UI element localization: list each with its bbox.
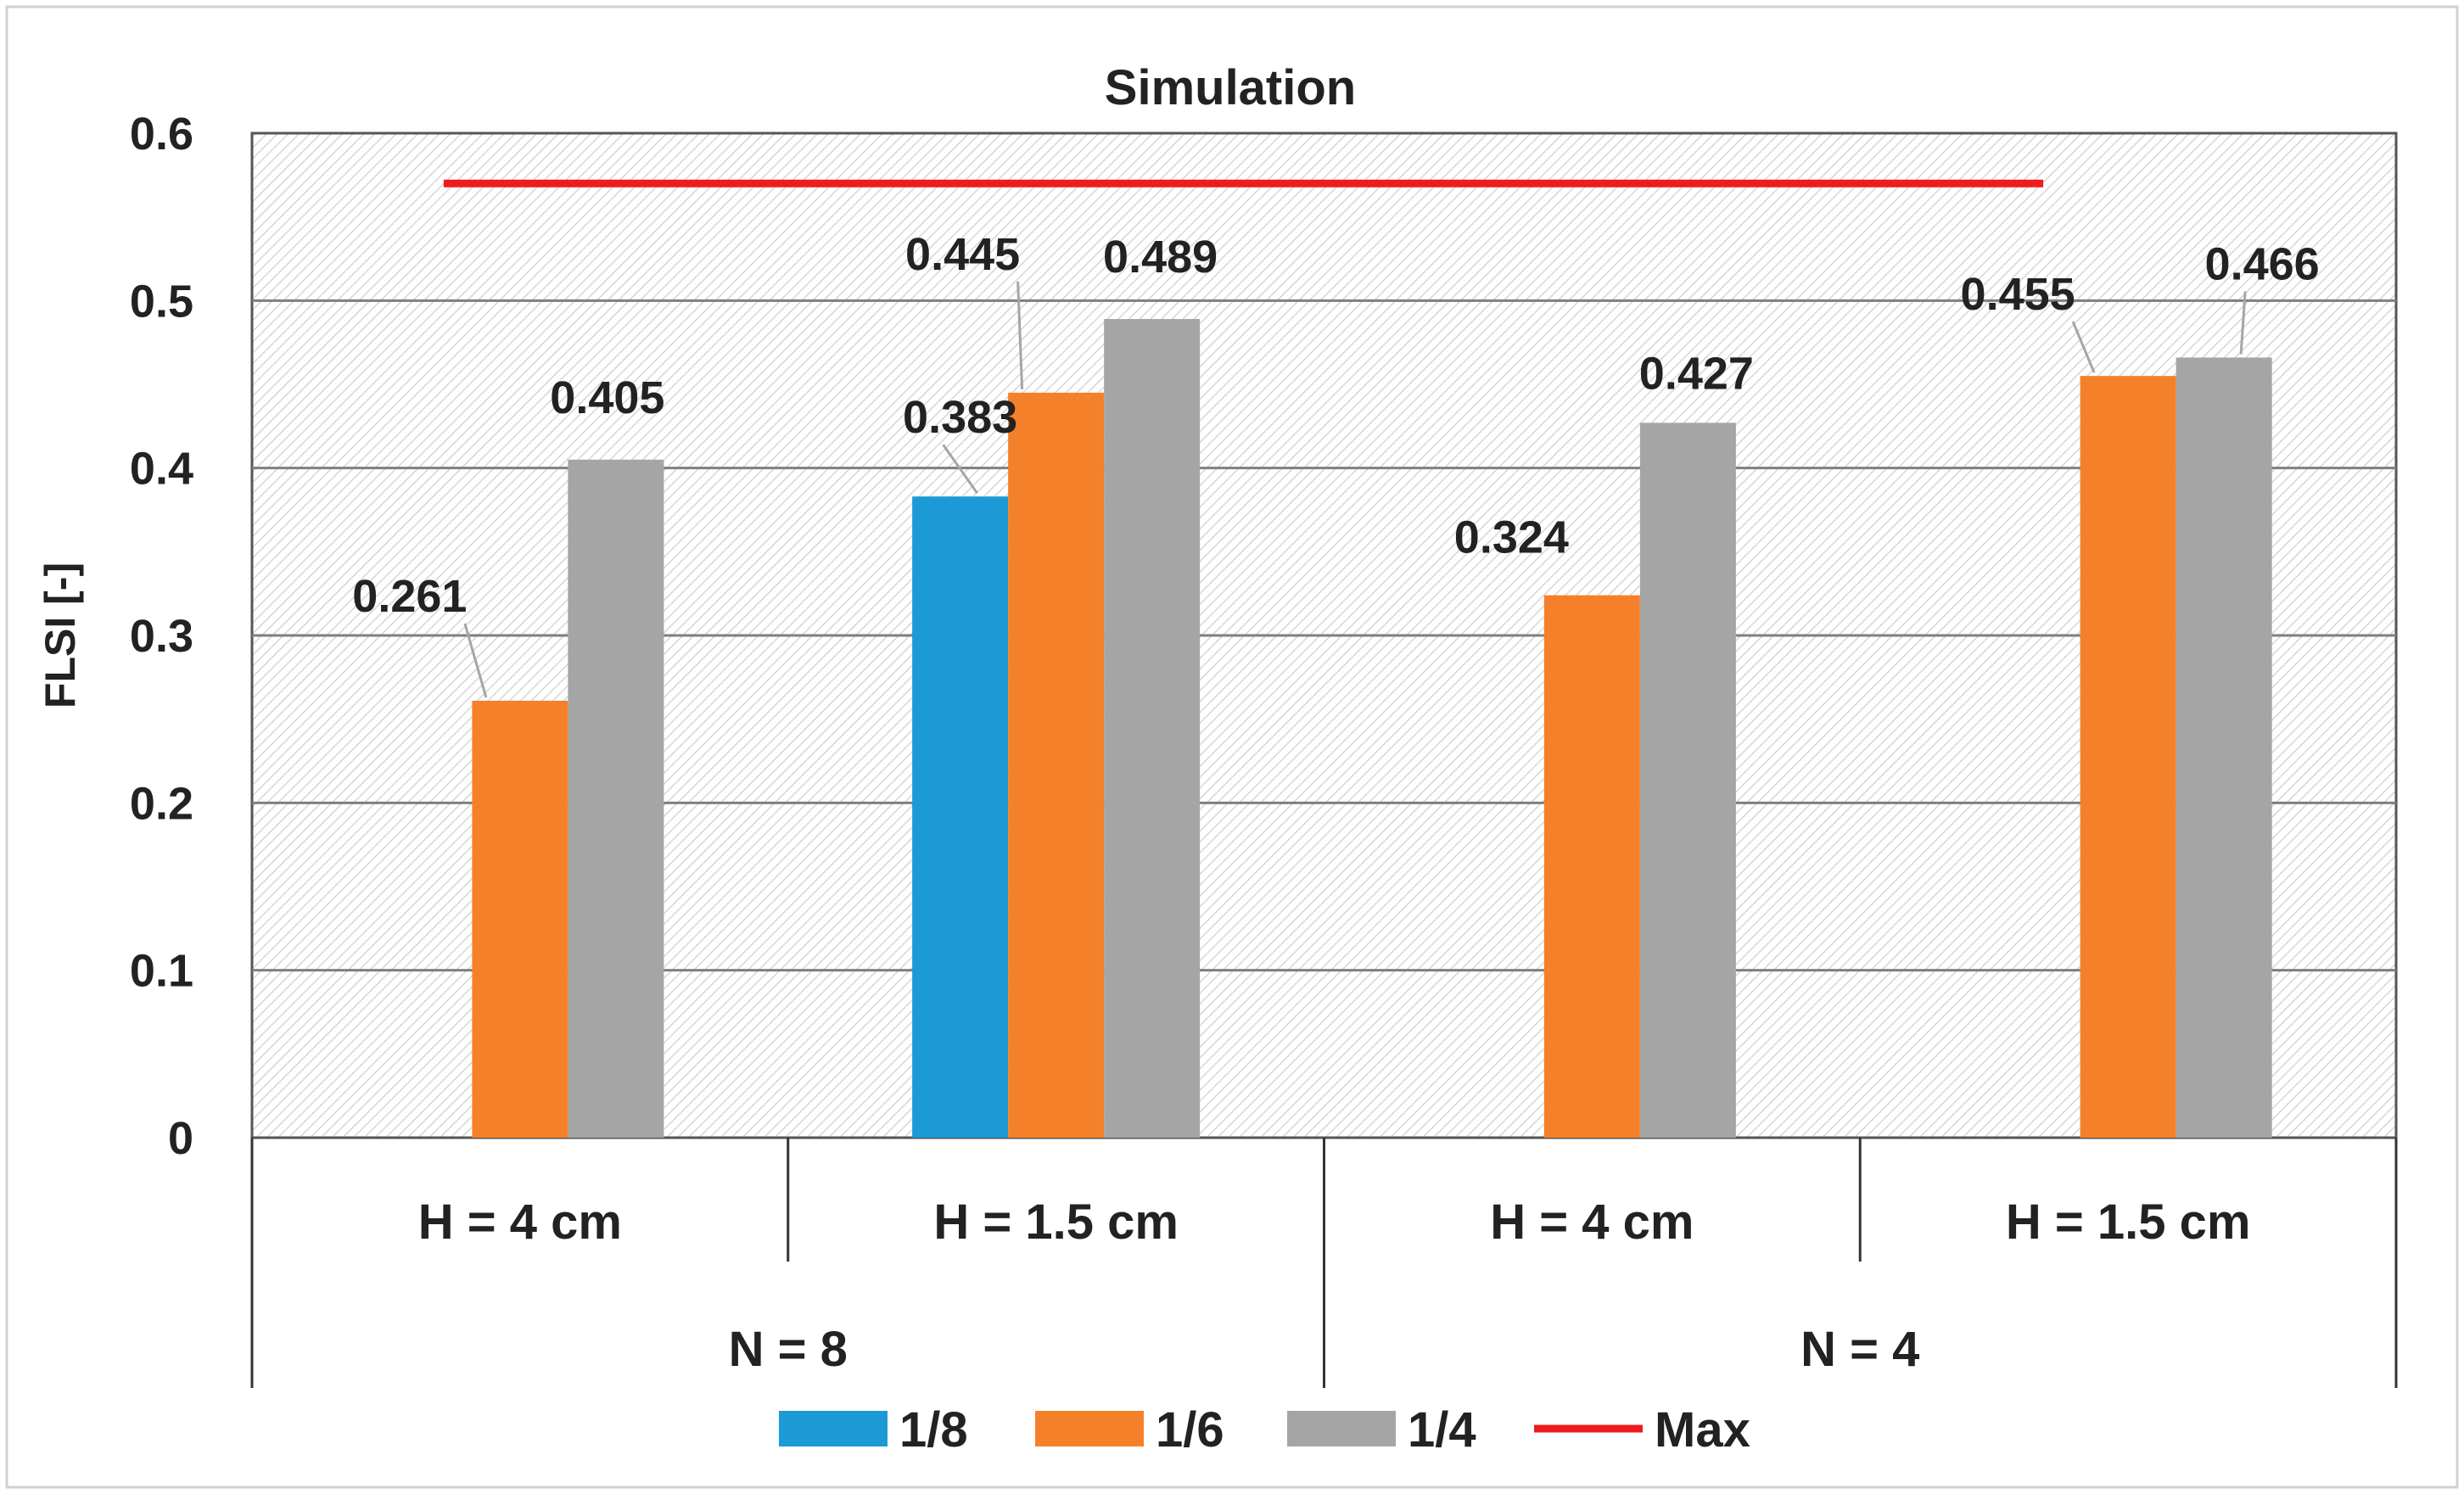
data-label: 0.427	[1639, 348, 1754, 399]
data-label: 0.455	[1961, 269, 2075, 320]
legend-label: Max	[1655, 1402, 1750, 1458]
data-label: 0.261	[352, 571, 467, 622]
leader-line	[1016, 281, 1024, 389]
bar-1-4	[1639, 422, 1736, 1138]
y-tick-label: 0	[168, 1113, 193, 1164]
chart-title: Simulation	[1105, 60, 1356, 115]
x-tick-label: H = 1.5 cm	[933, 1195, 1179, 1250]
bar-1-6	[472, 700, 568, 1138]
data-label: 0.324	[1454, 512, 1569, 563]
x-tick-label: H = 4 cm	[418, 1195, 622, 1250]
y-tick-label: 0.3	[130, 611, 193, 662]
leader-line	[2239, 291, 2247, 355]
legend-label: 1/4	[1408, 1402, 1476, 1458]
leader-line	[942, 444, 978, 495]
bars	[472, 319, 2272, 1139]
legend-swatch	[1287, 1411, 1396, 1446]
x-tick-label: H = 1.5 cm	[2006, 1195, 2251, 1250]
y-axis-ticks: 0 0.1 0.2 0.3 0.4 0.5 0.6	[130, 109, 193, 1164]
group-label: N = 8	[729, 1322, 848, 1377]
bar-1-4	[568, 459, 664, 1138]
legend-swatch	[779, 1411, 888, 1446]
data-label: 0.489	[1103, 232, 1218, 283]
legend-label: 1/6	[1156, 1402, 1224, 1458]
legend-label: 1/8	[899, 1402, 968, 1458]
legend-swatch	[1035, 1411, 1144, 1446]
bar-1-6	[1543, 595, 1640, 1138]
x-axis: H = 4 cm H = 1.5 cm H = 4 cm H = 1.5 cm N = …	[250, 1138, 2398, 1388]
bar-1-8	[912, 496, 1009, 1138]
group-label: N = 4	[1800, 1322, 1919, 1377]
data-label: 0.405	[550, 372, 664, 423]
leader-line	[2071, 321, 2096, 373]
data-labels: 0.383 0.261 0.445 0.324 0.455 0.405 0.489 0.427…	[352, 229, 2320, 698]
y-tick-label: 0.5	[130, 276, 193, 327]
y-axis-label: FLSI [-]	[36, 562, 84, 708]
data-label: 0.466	[2205, 238, 2320, 289]
data-label: 0.445	[905, 229, 1020, 280]
bar-1-4	[2176, 357, 2272, 1139]
legend: 1/8 1/6 1/4 Max	[779, 1402, 1750, 1458]
x-tick-label: H = 4 cm	[1490, 1195, 1694, 1250]
y-tick-label: 0.2	[130, 778, 193, 829]
y-tick-label: 0.4	[130, 444, 193, 495]
y-tick-label: 0.1	[130, 946, 193, 997]
bar-1-6	[2080, 376, 2176, 1139]
bar-1-6	[1008, 392, 1105, 1138]
y-tick-label: 0.6	[130, 109, 193, 159]
bar-1-4	[1104, 319, 1201, 1138]
leader-line	[463, 623, 488, 698]
data-label: 0.383	[903, 392, 1017, 443]
